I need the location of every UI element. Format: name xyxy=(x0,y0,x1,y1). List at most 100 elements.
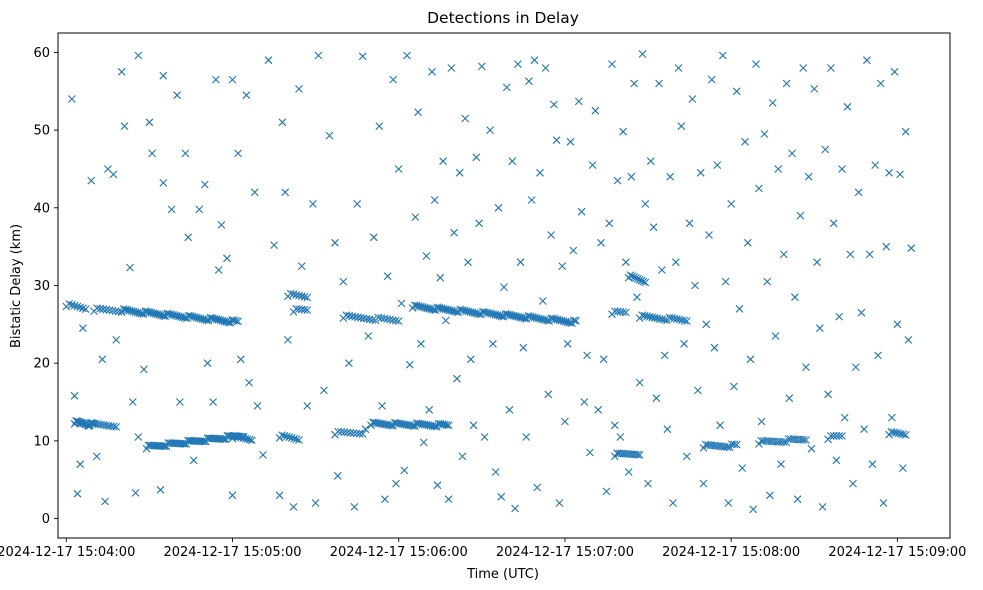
detection-marker xyxy=(868,460,877,469)
detection-marker xyxy=(93,304,101,313)
y-tick-label: 30 xyxy=(33,279,50,294)
detection-marker xyxy=(892,428,901,437)
detection-marker xyxy=(755,440,763,448)
y-tick-label: 0 xyxy=(42,512,50,527)
detection-marker xyxy=(876,79,885,88)
detection-marker xyxy=(536,168,544,177)
detection-marker xyxy=(574,97,583,106)
detection-marker xyxy=(660,316,669,324)
detection-marker xyxy=(461,114,470,123)
detection-marker xyxy=(632,274,640,282)
detection-marker xyxy=(782,438,790,447)
detection-marker xyxy=(538,297,547,305)
detection-marker xyxy=(857,308,866,317)
detection-marker xyxy=(284,336,292,344)
detection-marker xyxy=(619,308,627,316)
detection-marker xyxy=(597,238,605,247)
y-axis-title: Bistatic Delay (km) xyxy=(9,224,24,348)
detection-marker xyxy=(70,391,79,400)
detection-marker xyxy=(718,51,727,60)
detection-marker xyxy=(563,339,572,348)
detection-marker xyxy=(508,157,517,166)
detection-marker xyxy=(280,431,289,440)
detection-marker xyxy=(73,302,82,311)
detection-marker xyxy=(558,262,567,270)
detection-marker xyxy=(156,485,165,494)
detection-marker xyxy=(158,442,167,450)
detection-marker xyxy=(87,176,96,185)
detection-marker xyxy=(755,184,763,193)
detection-marker xyxy=(453,374,461,383)
detection-marker xyxy=(343,428,352,437)
detection-marker xyxy=(497,312,506,321)
detection-marker xyxy=(428,67,436,76)
detection-marker xyxy=(525,77,533,86)
detection-marker xyxy=(198,437,207,446)
detection-marker xyxy=(641,278,650,287)
detection-marker xyxy=(627,172,636,181)
detection-marker xyxy=(890,67,899,76)
detection-marker xyxy=(345,359,353,368)
detection-marker xyxy=(555,499,564,507)
detection-marker xyxy=(779,250,788,259)
detection-marker xyxy=(176,398,184,406)
detection-marker xyxy=(200,180,209,189)
detection-marker xyxy=(511,504,519,513)
detection-marker xyxy=(691,281,699,290)
detection-marker xyxy=(544,390,553,399)
detection-marker xyxy=(730,382,738,391)
detection-marker xyxy=(79,304,87,313)
detection-marker xyxy=(333,471,342,480)
detection-marker xyxy=(810,85,819,93)
detection-marker xyxy=(300,305,309,314)
detection-marker xyxy=(472,153,481,162)
x-tick-label: 2024-12-17 15:07:00 xyxy=(496,545,634,560)
detection-marker xyxy=(184,233,193,242)
detection-marker xyxy=(646,157,655,166)
detection-marker xyxy=(602,487,611,496)
detection-marker xyxy=(633,293,641,302)
detection-marker xyxy=(214,266,223,274)
detection-marker xyxy=(223,254,231,263)
detection-marker xyxy=(444,421,453,430)
detection-marker xyxy=(350,503,359,511)
detection-marker xyxy=(777,460,785,469)
detection-marker xyxy=(788,149,796,158)
detection-marker xyxy=(641,200,650,208)
detection-marker xyxy=(713,161,722,169)
detection-marker xyxy=(760,130,769,138)
detection-marker xyxy=(114,307,123,316)
detection-marker xyxy=(228,491,237,500)
detection-marker xyxy=(79,419,87,428)
detection-marker xyxy=(378,402,386,410)
detection-marker xyxy=(897,430,905,438)
detection-marker xyxy=(102,305,111,314)
detection-marker xyxy=(835,312,844,321)
detection-marker xyxy=(572,316,580,325)
detection-marker xyxy=(145,118,154,127)
detection-marker xyxy=(871,161,880,169)
detection-marker xyxy=(389,75,398,84)
detection-marker xyxy=(838,165,846,173)
detection-marker xyxy=(173,91,181,100)
detection-marker xyxy=(80,419,89,428)
detection-marker xyxy=(77,418,86,427)
detection-marker xyxy=(649,223,658,232)
detection-marker xyxy=(899,430,908,439)
detection-marker xyxy=(682,452,691,461)
detection-marker xyxy=(181,149,190,158)
detection-marker xyxy=(320,386,328,395)
detection-marker xyxy=(411,213,420,221)
detection-marker xyxy=(159,311,167,320)
detection-marker xyxy=(682,317,691,325)
detection-marker xyxy=(716,421,724,430)
detection-marker xyxy=(364,332,373,340)
detection-marker xyxy=(243,435,252,443)
detection-marker xyxy=(635,275,644,284)
detection-marker xyxy=(458,452,467,461)
detection-marker xyxy=(723,443,732,451)
detection-marker xyxy=(696,168,705,177)
detection-marker xyxy=(289,503,298,511)
detection-marker xyxy=(134,51,143,60)
